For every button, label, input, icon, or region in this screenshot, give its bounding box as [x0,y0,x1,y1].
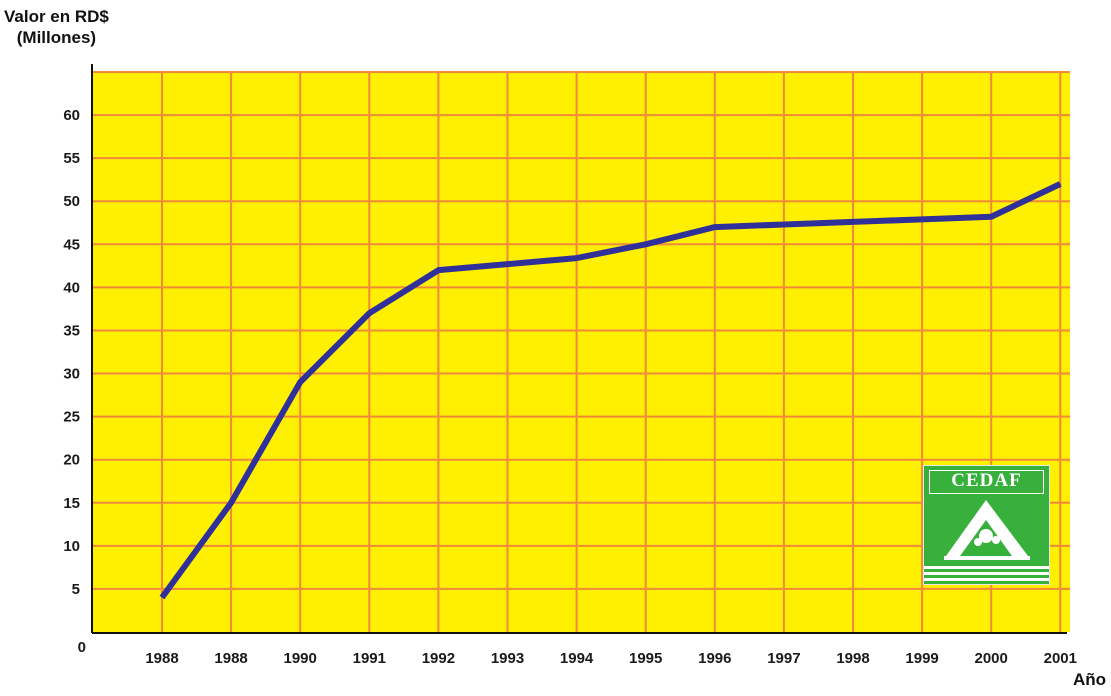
x-tick-label: 1992 [422,650,455,667]
y-tick-label: 15 [63,495,80,512]
x-tick-label: 1988 [145,650,178,667]
logo-mark-icon [924,500,1049,581]
logo-title-frame [929,470,1044,494]
x-tick-label: 1988 [214,650,247,667]
y-tick-label: 40 [63,279,80,296]
y-axis-title-line2: (Millones) [16,28,97,47]
y-axis-title: Valor en RD$ (Millones) [4,6,109,48]
x-tick-label: 2000 [975,650,1008,667]
x-tick-label: 1994 [560,650,594,667]
y-tick-label: 35 [63,322,80,339]
x-tick-label: 1995 [629,650,662,667]
x-tick-label: 1991 [353,650,386,667]
cedaf-logo: CEDAF [923,465,1050,585]
x-tick-label: 1999 [905,650,938,667]
data-point [368,312,370,314]
data-point [990,216,992,218]
y-tick-label: 45 [63,236,80,253]
y-tick-label: 55 [63,150,80,167]
data-point [714,226,716,228]
x-axis-title: Año [1073,670,1107,689]
x-tick-labels: 1988 1988 1990 1991 1992 1993 1994 1995 1996 1997… [145,650,1077,667]
data-point [645,243,647,245]
x-tick-label: 1997 [767,650,800,667]
x-tick-label: 2001 [1044,650,1077,667]
y-tick-label: 60 [63,107,80,124]
data-point [1059,183,1061,185]
data-point [507,263,508,265]
data-point [921,218,923,220]
data-point [230,502,232,504]
plot-background [92,72,1070,632]
y-tick-label: 0 [78,639,86,656]
series-line [159,181,1062,600]
grid-lines [92,71,1070,632]
series-group [159,181,1062,600]
data-point [299,381,301,383]
y-tick-label: 5 [72,581,80,598]
y-tick-label: 50 [63,193,80,210]
y-tick-label: 30 [63,366,80,383]
data-point [783,223,785,225]
x-tick-label: 1993 [491,650,524,667]
y-tick-labels: 0 5 10 15 20 25 30 35 40 45 50 55 60 [63,107,86,656]
y-tick-label: 25 [63,409,80,426]
logo-text: CEDAF [951,470,1022,491]
x-tick-label: 1990 [284,650,317,667]
x-tick-label: 1998 [836,650,869,667]
x-tick-label: 1996 [698,650,731,667]
y-tick-label: 20 [63,452,80,469]
data-point [161,597,163,599]
y-tick-label: 10 [63,538,80,555]
y-axis-title-line1: Valor en RD$ [4,7,109,26]
data-point [576,257,578,259]
data-point [437,269,439,271]
data-point [852,221,854,223]
